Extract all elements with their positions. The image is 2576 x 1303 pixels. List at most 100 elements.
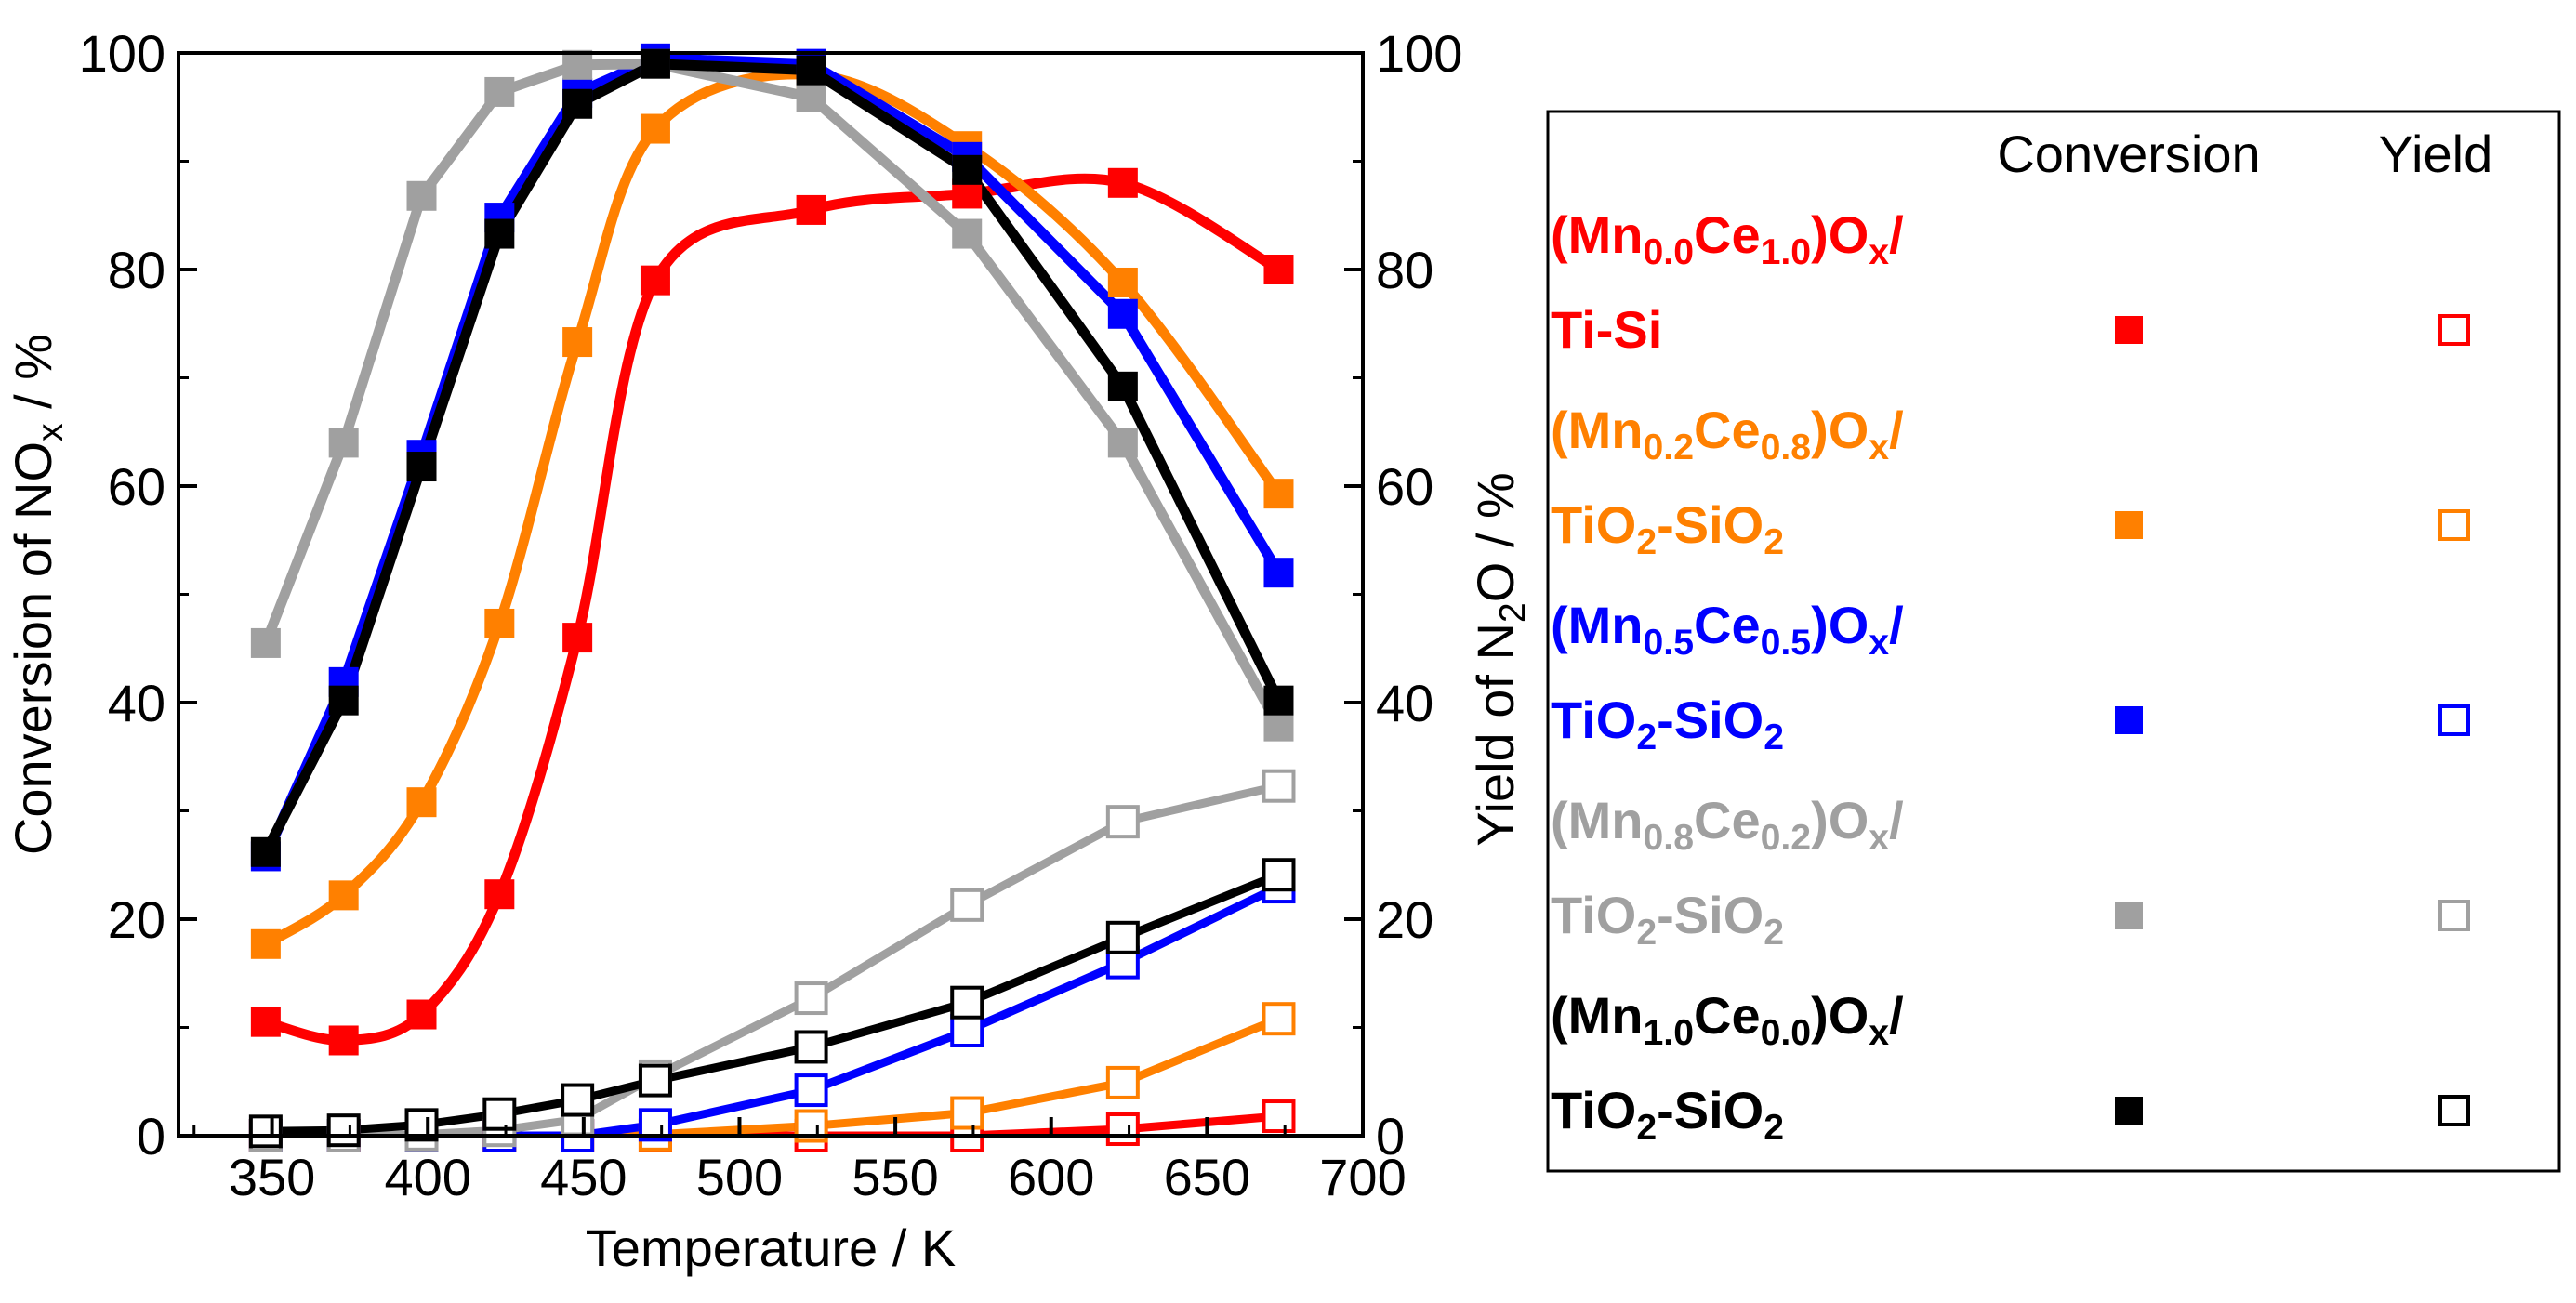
conversion-point <box>952 154 983 185</box>
legend-text-seg: -SiO <box>1657 691 1764 749</box>
x-axis-title: Temperature / K <box>586 1218 956 1277</box>
legend-entry-3: (Mn0.8Ce0.2)Ox/TiO2-SiO2 <box>1551 791 2470 953</box>
conversion-point <box>1107 267 1138 297</box>
yield-point <box>794 981 828 1016</box>
conversion-point <box>1107 167 1138 198</box>
legend-text-seg: 2 <box>1636 1108 1657 1148</box>
y-right-tick-label: 20 <box>1376 890 1433 949</box>
conversion-point <box>328 428 359 458</box>
y-left-axis-title: Conversion of NOx / % <box>4 334 71 855</box>
yield-point <box>794 1073 828 1108</box>
conversion-point <box>562 88 593 119</box>
legend-text-seg: (Mn <box>1551 205 1644 264</box>
yield-line-0 <box>265 1112 1279 1136</box>
legend-entry-4: (Mn1.0Ce0.0)Ox/TiO2-SiO2 <box>1551 986 2470 1148</box>
legend-text-seg: Ce <box>1694 596 1761 654</box>
y-left-tick-label: 40 <box>108 674 165 732</box>
conversion-point <box>484 218 515 249</box>
legend-entry-line2: TiO2-SiO2 <box>1551 886 1784 953</box>
conversion-point <box>328 880 359 911</box>
conversion-point <box>484 76 515 107</box>
legend-header-yield: Yield <box>2379 125 2492 183</box>
legend-text-seg: (Mn <box>1551 401 1644 459</box>
yield-point <box>1105 920 1140 954</box>
legend-yield-marker <box>2438 900 2470 931</box>
legend-conversion-marker <box>2115 902 2143 929</box>
y-left-title-post: / % <box>4 334 62 423</box>
legend-text-seg: / <box>1889 986 1904 1045</box>
legend-entry-1: (Mn0.2Ce0.8)Ox/TiO2-SiO2 <box>1551 401 2470 562</box>
legend-text-seg: Ti-Si <box>1551 300 1662 359</box>
y-right-tick-label: 0 <box>1376 1107 1405 1165</box>
x-tick-label: 550 <box>852 1148 938 1206</box>
legend-text-seg: TiO <box>1551 691 1636 749</box>
conversion-line-4 <box>261 59 1284 855</box>
conversion-point <box>406 180 437 211</box>
legend-text-seg: 2 <box>1764 1108 1784 1148</box>
conversion-point <box>1107 371 1138 401</box>
legend-entry-0: (Mn0.0Ce1.0)Ox/Ti-Si <box>1551 205 2470 359</box>
legend-text-seg: (Mn <box>1551 596 1644 654</box>
legend-box <box>1546 110 2561 1173</box>
legend-text-seg: 0.2 <box>1761 818 1811 858</box>
legend-text-seg: / <box>1889 791 1904 849</box>
legend-text-seg: / <box>1889 205 1904 264</box>
conversion-point <box>640 113 670 144</box>
yield-point <box>1105 805 1140 839</box>
conversion-point <box>1263 711 1294 742</box>
y-right-tick-label: 40 <box>1376 674 1433 732</box>
legend-entry-line2: TiO2-SiO2 <box>1551 1081 1784 1148</box>
conversion-point <box>640 265 670 296</box>
legend-text-seg: / <box>1889 401 1904 459</box>
yield-point <box>950 1013 984 1047</box>
legend-header-conversion: Conversion <box>1997 125 2260 183</box>
yield-point <box>950 985 984 1020</box>
yield-point <box>950 888 984 922</box>
legend-text-seg: )O <box>1811 986 1869 1045</box>
conversion-point <box>796 82 826 112</box>
x-tick-label: 700 <box>1319 1148 1406 1206</box>
legend-text-seg: TiO <box>1551 495 1636 554</box>
y-left-tick-label: 100 <box>79 24 165 83</box>
conversion-point <box>796 55 826 86</box>
legend-text-seg: 0.5 <box>1644 623 1694 663</box>
y-right-title-text: Yield of N <box>1466 623 1525 847</box>
legend-text-seg: 2 <box>1636 522 1657 562</box>
conversion-point <box>1263 479 1294 509</box>
legend-conversion-marker <box>2115 316 2143 344</box>
legend-text-seg: x <box>1869 232 1889 272</box>
legend-text-seg: 2 <box>1636 717 1657 757</box>
legend-text-seg: 0.8 <box>1644 818 1694 858</box>
legend-yield-marker <box>2438 1095 2470 1126</box>
y-left-tick-label: 80 <box>108 241 165 299</box>
legend-text-seg: x <box>1869 818 1889 858</box>
legend-yield-marker <box>2438 509 2470 541</box>
x-tick-label: 450 <box>540 1148 627 1206</box>
y-right-tick-label: 60 <box>1376 457 1433 516</box>
yield-line-4 <box>265 871 1281 1136</box>
yield-line-2 <box>265 882 1281 1136</box>
legend-text-seg: )O <box>1811 401 1869 459</box>
legend-entry-line2: TiO2-SiO2 <box>1551 691 1784 757</box>
y-left-tick-label: 20 <box>108 890 165 949</box>
legend-entry-line1: (Mn0.0Ce1.0)Ox/ <box>1551 205 1904 272</box>
yield-point <box>1105 1112 1140 1147</box>
x-tick-label: 500 <box>696 1148 783 1206</box>
legend-text-seg: TiO <box>1551 1081 1636 1139</box>
legend-text-seg: 2 <box>1636 913 1657 953</box>
conversion-point <box>250 928 281 959</box>
conversion-line-3 <box>260 59 1284 730</box>
legend-text-seg: x <box>1869 428 1889 467</box>
legend-text-seg: x <box>1869 1013 1889 1053</box>
yield-point <box>482 1097 517 1131</box>
legend-text-seg: Ce <box>1694 986 1761 1045</box>
legend-text-seg: 0.5 <box>1761 623 1811 663</box>
yield-point <box>794 1030 828 1064</box>
yield-point <box>1262 858 1296 892</box>
y-left-tick-label: 60 <box>108 457 165 516</box>
legend-text-seg: 0.2 <box>1644 428 1694 467</box>
conversion-point <box>1263 255 1294 284</box>
conversion-point <box>562 623 593 653</box>
